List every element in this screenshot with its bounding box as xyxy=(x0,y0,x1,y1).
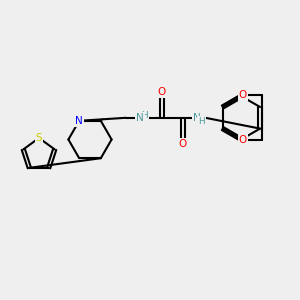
Text: O: O xyxy=(239,135,247,145)
Text: N: N xyxy=(194,113,201,123)
Text: N: N xyxy=(75,116,83,126)
Text: O: O xyxy=(239,90,247,100)
Text: O: O xyxy=(158,87,166,97)
Text: H: H xyxy=(141,111,148,120)
Text: N: N xyxy=(136,113,144,123)
Text: S: S xyxy=(36,133,42,143)
Text: O: O xyxy=(179,139,187,149)
Text: H: H xyxy=(198,117,205,126)
